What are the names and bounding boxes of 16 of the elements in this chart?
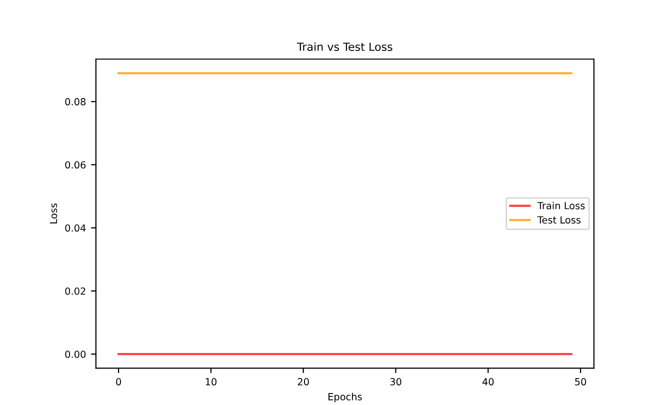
x-tick-label: 30 xyxy=(390,378,402,386)
legend-label: Test Loss xyxy=(537,216,581,224)
y-tick-label: 0.06 xyxy=(65,161,86,169)
x-tick-label: 10 xyxy=(206,378,216,386)
y-tick-label: 0.02 xyxy=(65,287,86,295)
x-tick-label: 50 xyxy=(575,378,586,386)
chart-title: Train vs Test Loss xyxy=(296,42,392,51)
y-tick-label: 0.08 xyxy=(65,98,86,106)
legend-label: Train Loss xyxy=(537,202,585,210)
x-tick-label: 0 xyxy=(116,378,122,386)
y-tick-label: 0.00 xyxy=(65,350,86,358)
x-tick-label: 20 xyxy=(298,378,309,386)
y-tick-label: 0.04 xyxy=(65,224,86,232)
x-axis-title: Epochs xyxy=(328,392,362,402)
y-axis-title: Loss xyxy=(50,203,58,224)
x-tick-label: 40 xyxy=(482,378,494,386)
